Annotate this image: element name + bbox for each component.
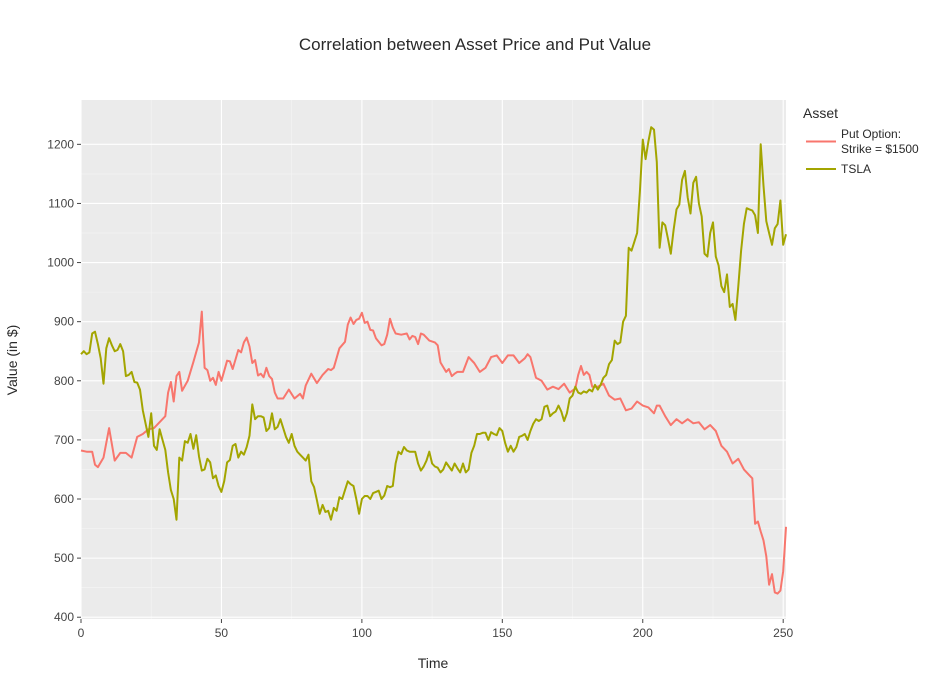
y-tick-label: 400 [54,610,74,624]
x-tick-label: 150 [492,626,512,640]
y-tick-label: 1200 [47,137,74,151]
legend-label: Put Option: [841,127,901,141]
x-tick-label: 50 [215,626,229,640]
grid [80,100,786,619]
y-tick-label: 600 [54,492,74,506]
y-tick-label: 800 [54,374,74,388]
chart-title: Correlation between Asset Price and Put … [299,35,651,54]
y-tick-label: 700 [54,433,74,447]
x-tick-label: 100 [352,626,372,640]
x-axis-ticks: 0 50 100 150 200 250 [78,619,794,640]
legend-label: TSLA [841,162,871,176]
y-tick-label: 1000 [47,256,74,270]
plot-area [81,100,786,619]
series-line-0 [80,310,787,595]
x-tick-label: 250 [773,626,793,640]
series-lines [80,126,787,595]
legend-item-1[interactable]: TSLA [806,162,871,176]
x-tick-label: 0 [78,626,85,640]
series-line-1 [80,126,787,521]
y-tick-label: 500 [54,551,74,565]
x-axis-label: Time [418,655,449,671]
legend-items: Put Option:Strike = $1500 TSLA [806,127,919,176]
y-tick-label: 900 [54,315,74,329]
legend-item-0[interactable]: Put Option:Strike = $1500 [806,127,919,156]
y-axis-label: Value (in $) [4,325,20,396]
legend-label: Strike = $1500 [841,142,919,156]
legend: Asset Put Option:Strike = $1500 TSLA [803,105,919,176]
x-tick-label: 200 [633,626,653,640]
y-axis-ticks: 400 500 600 700 800 900 1000 1100 1200 [47,137,81,624]
y-tick-label: 1100 [48,196,74,210]
legend-title: Asset [803,105,838,121]
